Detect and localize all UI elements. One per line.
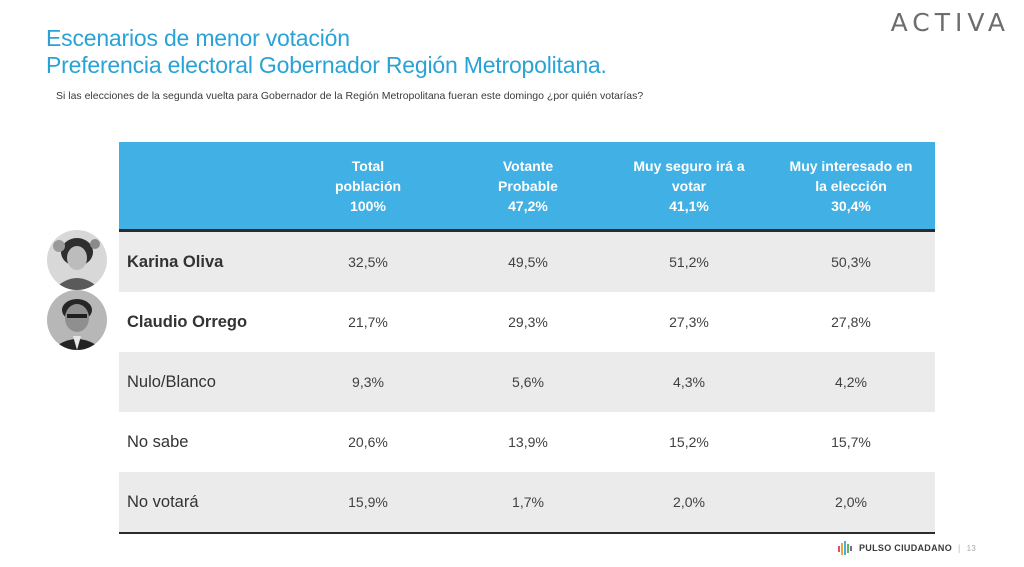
footer: PULSO CIUDADANO | 13 <box>838 541 976 555</box>
survey-question: Si las elecciones de la segunda vuelta p… <box>56 90 644 102</box>
header-percent: 30,4% <box>831 197 871 214</box>
table-cell: 49,5% <box>508 254 548 270</box>
page-title: Escenarios de menor votación Preferencia… <box>46 25 607 79</box>
table-cell: 2,0% <box>673 494 705 510</box>
header-text: Muy interesado en <box>789 157 913 174</box>
table-cell: 15,9% <box>348 494 388 510</box>
table-cell: 13,9% <box>508 434 548 450</box>
table-cell: 20,6% <box>348 434 388 450</box>
table-cell: 32,5% <box>348 254 388 270</box>
table-row: Karina Oliva 32,5% 49,5% 51,2% 50,3% <box>119 232 935 292</box>
table-cell: 4,3% <box>673 374 705 390</box>
title-line-2: Preferencia electoral Gobernador Región … <box>46 52 607 78</box>
table-cell: 15,2% <box>669 434 709 450</box>
table-cell: 50,3% <box>831 254 871 270</box>
table-cell: 21,7% <box>348 314 388 330</box>
table-cell: 9,3% <box>352 374 384 390</box>
table-cell: 15,7% <box>831 434 871 450</box>
header-empty-cell <box>119 142 291 229</box>
table-row: Nulo/Blanco 9,3% 5,6% 4,3% 4,2% <box>119 352 935 412</box>
table-header: Total población 100% Votante Probable 47… <box>119 142 935 232</box>
table-cell: 5,6% <box>512 374 544 390</box>
row-label: No sabe <box>127 432 189 451</box>
title-line-1: Escenarios de menor votación <box>46 25 350 51</box>
table-cell: 27,3% <box>669 314 709 330</box>
header-percent: 47,2% <box>508 197 548 214</box>
header-total-poblacion: Total población 100% <box>291 142 445 229</box>
header-text: Muy seguro irá a <box>633 157 745 174</box>
table-cell: 2,0% <box>835 494 867 510</box>
page-number: 13 <box>966 543 977 553</box>
table-cell: 51,2% <box>669 254 709 270</box>
table-bottom-rule <box>119 532 935 534</box>
row-label: No votará <box>127 492 199 511</box>
header-muy-interesado: Muy interesado en la elección 30,4% <box>767 142 935 229</box>
header-text: Probable <box>498 177 558 194</box>
footer-logo-text: PULSO CIUDADANO <box>859 543 953 553</box>
table-cell: 4,2% <box>835 374 867 390</box>
pulso-ciudadano-icon <box>838 541 852 555</box>
row-label: Karina Oliva <box>127 252 224 271</box>
table-row: No votará 15,9% 1,7% 2,0% 2,0% <box>119 472 935 532</box>
karina-oliva-photo <box>47 230 107 290</box>
activa-logo: ACTIVA <box>890 8 1010 37</box>
header-percent: 100% <box>350 197 386 214</box>
table-cell: 27,8% <box>831 314 871 330</box>
results-table: Total población 100% Votante Probable 47… <box>119 142 935 534</box>
header-text: Total <box>351 157 385 174</box>
footer-separator: | <box>958 543 961 553</box>
header-text: Votante <box>502 157 554 174</box>
row-label: Nulo/Blanco <box>127 372 216 391</box>
header-text: población <box>334 177 402 194</box>
table-cell: 1,7% <box>512 494 544 510</box>
claudio-orrego-photo <box>47 290 107 350</box>
header-percent: 41,1% <box>669 197 709 214</box>
header-votante-probable: Votante Probable 47,2% <box>445 142 611 229</box>
header-text: votar <box>671 177 707 194</box>
header-muy-seguro: Muy seguro irá a votar 41,1% <box>611 142 767 229</box>
header-text: la elección <box>815 177 887 194</box>
table-cell: 29,3% <box>508 314 548 330</box>
row-label: Claudio Orrego <box>127 312 248 331</box>
table-row: Claudio Orrego 21,7% 29,3% 27,3% 27,8% <box>119 292 935 352</box>
table-row: No sabe 20,6% 13,9% 15,2% 15,7% <box>119 412 935 472</box>
